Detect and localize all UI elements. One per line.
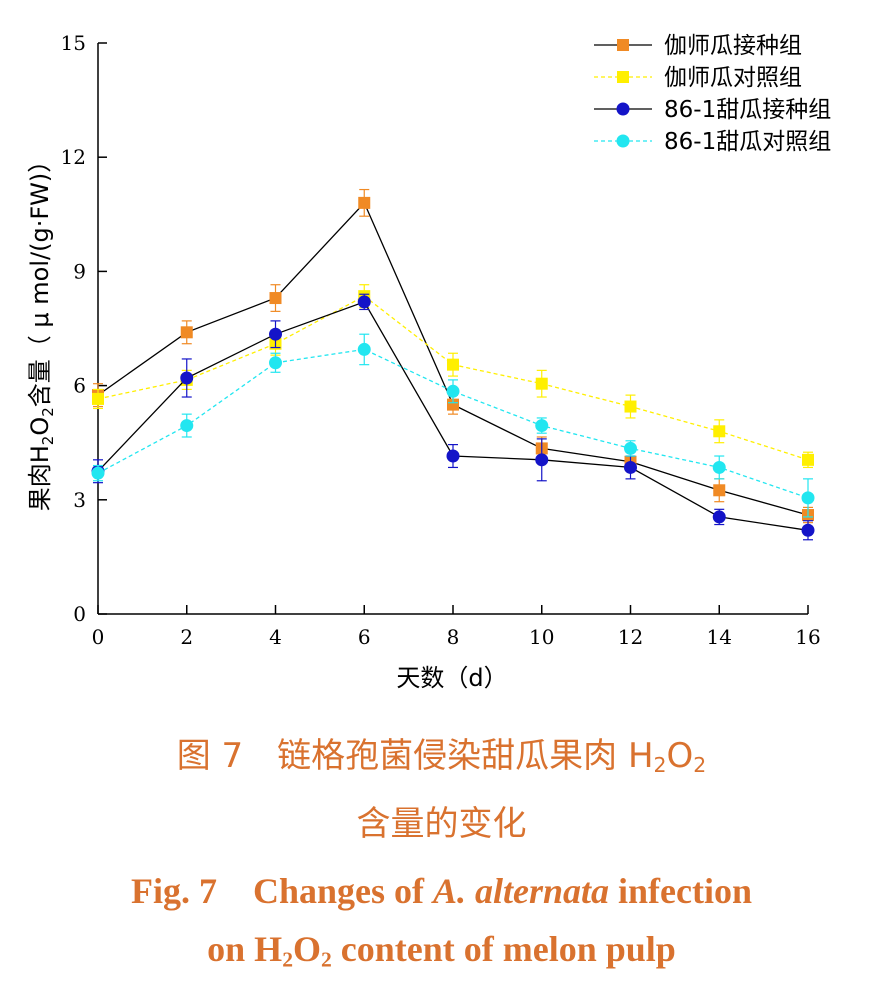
legend-label: 86-1甜瓜对照组 <box>664 129 831 155</box>
y-axis-title-part-2: O <box>26 417 54 436</box>
data-point <box>180 371 194 385</box>
y-axis-title-sub-2: 2 <box>39 407 57 417</box>
data-point <box>624 400 637 413</box>
x-tick-label: 8 <box>447 625 460 649</box>
data-point <box>802 453 814 466</box>
data-point <box>624 460 637 474</box>
data-point <box>801 491 815 505</box>
y-tick-label: 0 <box>73 602 86 626</box>
caption-zh-sub-2: 2 <box>693 753 707 778</box>
series-layer <box>91 188 815 541</box>
x-tick-label: 6 <box>358 625 371 649</box>
series-line <box>97 295 809 461</box>
data-point <box>447 398 459 411</box>
caption-en-species: A. alternata <box>433 871 610 911</box>
x-tick-label: 2 <box>180 625 193 649</box>
y-tick-label: 9 <box>73 259 86 283</box>
data-point <box>357 342 371 356</box>
data-point <box>447 358 459 371</box>
y-axis-title: 果肉H2O2含量（ μ mol/(g·FW)） <box>26 149 57 512</box>
x-axis-title: 天数（d） <box>396 664 507 692</box>
y-tick-label: 15 <box>61 31 86 55</box>
y-tick-label: 3 <box>73 488 86 512</box>
legend-marker <box>617 39 629 51</box>
series-line <box>97 301 809 531</box>
x-tick-label: 12 <box>618 625 643 649</box>
series-4 <box>91 333 815 518</box>
legend-entry-3: 86-1甜瓜接种组 <box>594 97 831 123</box>
legend-label: 86-1甜瓜接种组 <box>664 97 831 123</box>
x-tick-label: 4 <box>269 625 282 649</box>
series-2 <box>92 284 814 469</box>
y-axis-title-sub-1: 2 <box>39 436 57 446</box>
x-tick-label: 16 <box>795 625 820 649</box>
caption-en-o: O <box>292 929 321 969</box>
legend-marker <box>616 102 630 116</box>
series-line <box>97 348 809 499</box>
y-axis-title-part-1: 果肉H <box>26 445 54 511</box>
data-point <box>712 460 726 474</box>
legend-marker <box>616 134 630 148</box>
data-point <box>446 449 460 463</box>
caption-en-text-2: infection <box>609 871 753 911</box>
data-point <box>712 510 726 524</box>
caption-zh-text: 图 7 链格孢菌侵染甜瓜果肉 H <box>176 736 654 776</box>
caption-zh-line-1: 图 7 链格孢菌侵染甜瓜果肉 H2O2 <box>0 728 883 777</box>
data-point <box>91 466 105 480</box>
caption-en-line-1: Fig. 7 Changes of A. alternata infection <box>0 862 883 914</box>
caption-en-text-1: Fig. 7 Changes of <box>130 871 433 911</box>
data-point <box>535 377 548 390</box>
x-tick-label: 0 <box>92 625 105 649</box>
data-point <box>357 295 371 309</box>
data-point <box>624 441 637 455</box>
data-point <box>713 484 726 497</box>
caption-zh-o: O <box>666 736 694 776</box>
axes: 0 3 6 9 12 15 0 2 4 6 8 10 12 14 16 <box>61 31 821 649</box>
data-point <box>269 327 282 341</box>
caption-en-line-2: on H2O2 content of melon pulp <box>0 928 883 972</box>
y-tick-label: 6 <box>73 374 86 398</box>
data-point <box>446 384 460 398</box>
data-point <box>269 356 282 370</box>
data-point <box>713 425 726 438</box>
legend-label: 伽师瓜接种组 <box>664 33 802 59</box>
legend-marker <box>617 71 629 83</box>
data-point <box>92 392 104 405</box>
caption-en-sub-1: 2 <box>282 947 293 972</box>
data-point <box>180 419 194 433</box>
caption-zh-line-2: 含量的变化 <box>356 804 527 844</box>
data-point <box>535 453 549 467</box>
data-point <box>269 292 282 305</box>
y-tick-label: 12 <box>61 145 86 169</box>
caption-en-sub-2: 2 <box>321 947 332 972</box>
legend-entry-2: 伽师瓜对照组 <box>594 65 802 91</box>
series-3 <box>91 293 815 541</box>
x-tick-label: 10 <box>529 625 554 649</box>
y-axis-title-part-3: 含量（ μ mol/(g·FW)） <box>26 149 54 407</box>
legend-entry-1: 伽师瓜接种组 <box>594 33 802 59</box>
x-tick-label: 14 <box>707 625 732 649</box>
legend-entry-4: 86-1甜瓜对照组 <box>594 129 831 155</box>
data-point <box>801 523 815 537</box>
data-point <box>358 196 371 209</box>
caption-en-text-3: on H <box>207 929 283 969</box>
caption-en-text-4: content of melon pulp <box>331 929 676 969</box>
caption-zh-sub-1: 2 <box>653 753 667 778</box>
data-point <box>180 326 193 339</box>
data-point <box>535 419 549 433</box>
legend-label: 伽师瓜对照组 <box>664 65 802 91</box>
